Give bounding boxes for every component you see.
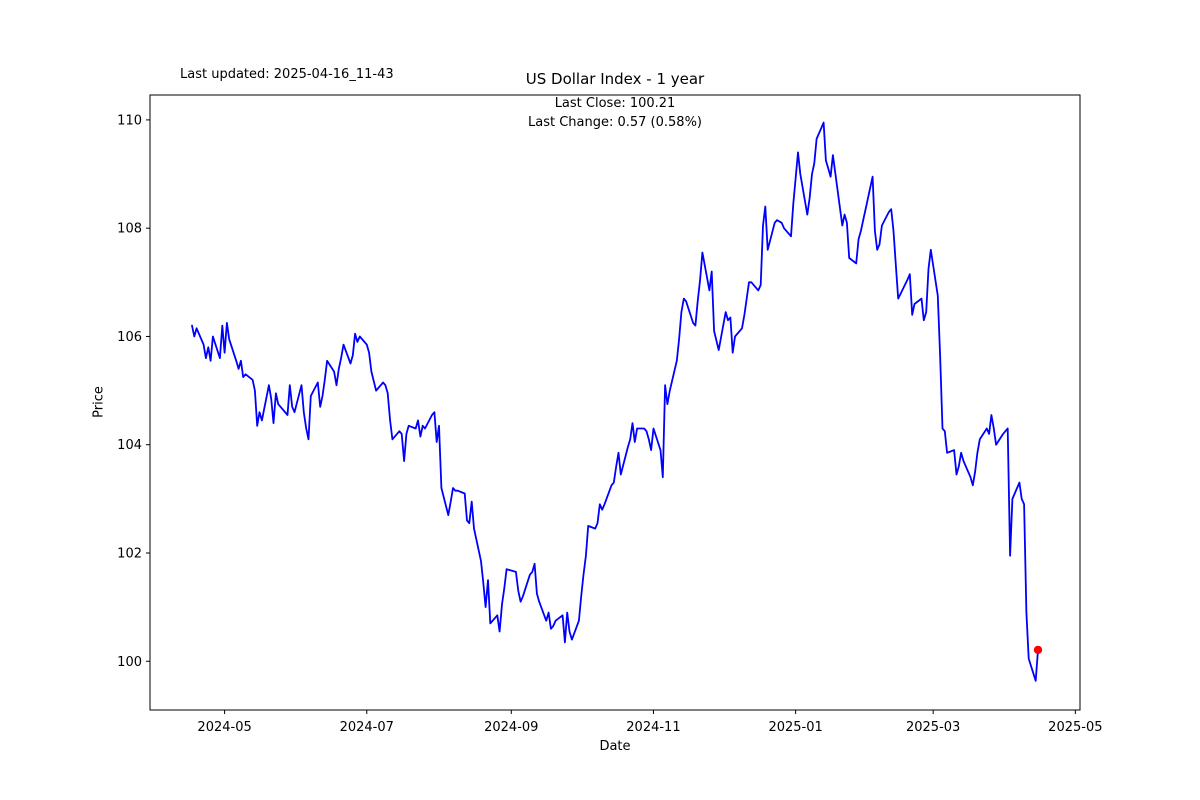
x-tick-label: 2025-01: [768, 720, 822, 735]
x-tick-label: 2024-05: [197, 720, 251, 735]
x-tick-label: 2025-05: [1048, 720, 1102, 735]
y-axis-label: Price: [91, 386, 107, 418]
last-close-marker: [1033, 645, 1043, 655]
x-tick-label: 2024-09: [484, 720, 538, 735]
last-change-label: Last Change: 0.57 (0.58%): [527, 115, 702, 130]
y-tick-label: 102: [117, 547, 142, 562]
y-tick-label: 104: [117, 438, 142, 453]
x-tick-label: 2024-07: [340, 720, 394, 735]
x-axis-label: Date: [599, 739, 631, 754]
last-close-label: Last Close: 100.21: [554, 96, 676, 111]
y-tick-label: 110: [117, 113, 142, 128]
price-line: [191, 121, 1039, 682]
chart-title: US Dollar Index - 1 year: [525, 70, 705, 88]
x-tick-label: 2025-03: [906, 720, 960, 735]
y-tick-label: 100: [117, 655, 142, 670]
y-tick-label: 108: [117, 222, 142, 237]
y-tick-label: 106: [117, 330, 142, 345]
chart-annotation: Last Close: 100.21 Last Change: 0.57 (0.…: [150, 94, 1080, 132]
last-updated-label: Last updated: 2025-04-16_11-43: [180, 67, 394, 82]
x-tick-label: 2024-11: [626, 720, 680, 735]
plot-border: [149, 94, 1081, 711]
